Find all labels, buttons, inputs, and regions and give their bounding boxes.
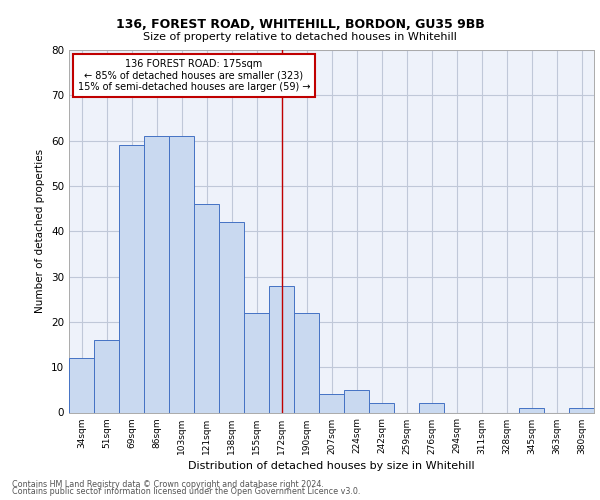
Bar [319,394,344,412]
Bar [119,145,144,412]
Text: 136, FOREST ROAD, WHITEHILL, BORDON, GU35 9BB: 136, FOREST ROAD, WHITEHILL, BORDON, GU3… [116,18,484,30]
Bar [269,286,294,412]
Text: Size of property relative to detached houses in Whitehill: Size of property relative to detached ho… [143,32,457,42]
Text: Contains HM Land Registry data © Crown copyright and database right 2024.: Contains HM Land Registry data © Crown c… [12,480,324,489]
Bar [219,222,244,412]
Text: 136 FOREST ROAD: 175sqm
← 85% of detached houses are smaller (323)
15% of semi-d: 136 FOREST ROAD: 175sqm ← 85% of detache… [78,59,310,92]
Bar [294,313,319,412]
Bar [519,408,544,412]
Bar [194,204,219,412]
Bar [94,340,119,412]
Bar [419,404,444,412]
Bar [169,136,194,412]
X-axis label: Distribution of detached houses by size in Whitehill: Distribution of detached houses by size … [188,460,475,470]
Bar [144,136,169,412]
Bar [569,408,594,412]
Y-axis label: Number of detached properties: Number of detached properties [35,149,46,314]
Bar [244,313,269,412]
Bar [344,390,369,412]
Text: Contains public sector information licensed under the Open Government Licence v3: Contains public sector information licen… [12,488,361,496]
Bar [369,404,394,412]
Bar [69,358,94,412]
